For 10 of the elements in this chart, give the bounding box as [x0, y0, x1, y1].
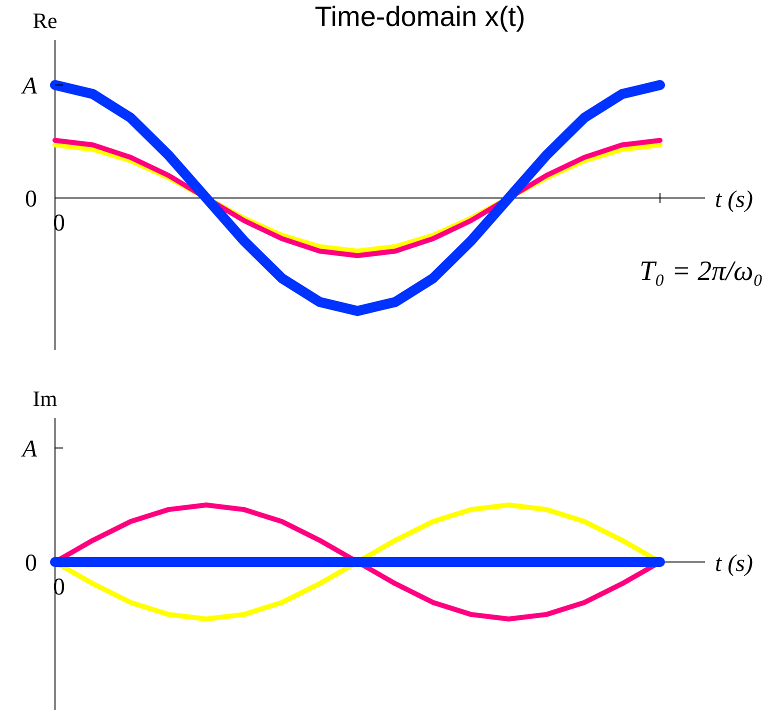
annotation: T₀ = 2π/ω₀	[639, 256, 763, 287]
text: 0	[25, 550, 37, 576]
text: A	[20, 73, 38, 100]
text: 0	[25, 186, 37, 212]
y-axis-title: Im	[32, 386, 58, 411]
x-axis-title: t (s)	[715, 187, 753, 213]
x-axis-title: t (s)	[715, 551, 753, 577]
y-axis-title: Re	[32, 8, 58, 33]
text: A	[20, 436, 38, 462]
chart-title: Time-domain x(t)	[314, 1, 526, 32]
